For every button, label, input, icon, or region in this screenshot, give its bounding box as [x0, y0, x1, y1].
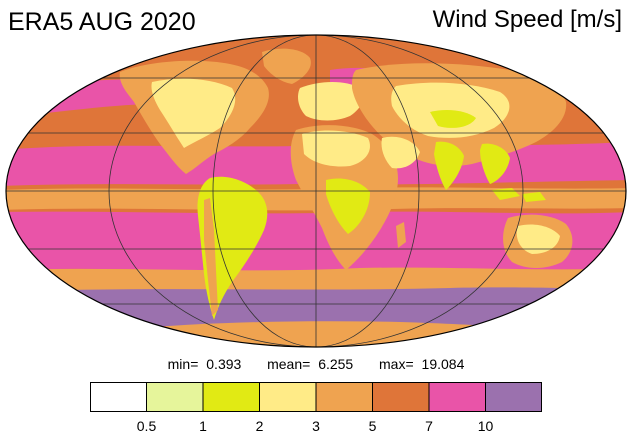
andes-strip — [204, 198, 218, 316]
colorbar-swatch — [202, 382, 260, 412]
arabia — [381, 136, 420, 169]
max-label: max= — [379, 356, 414, 372]
colorbar-swatch — [428, 382, 486, 412]
colorbar-tick-label: 3 — [312, 418, 320, 434]
map-title: ERA5 AUG 2020 — [8, 8, 196, 36]
colorbar-tick-label: 7 — [425, 418, 433, 434]
colorbar-swatch — [372, 382, 430, 412]
variable-title: Wind Speed [m/s] — [432, 6, 622, 33]
madagascar — [396, 222, 406, 248]
australia-interior — [516, 224, 560, 254]
colorbar-swatch — [146, 382, 204, 412]
europe — [298, 82, 364, 121]
colorbar-tick-label: 5 — [368, 418, 377, 434]
colorbar-frame — [90, 382, 542, 412]
colorbar-swatch — [485, 382, 542, 412]
min-label: min= — [167, 356, 199, 372]
colorbar-tick-label: 1 — [199, 418, 207, 434]
world-map — [5, 34, 627, 348]
min-value: 0.393 — [206, 356, 242, 372]
colorbar-swatch — [259, 382, 317, 412]
indonesia — [492, 188, 546, 202]
colorbar-tick-label: 0.5 — [136, 418, 157, 434]
sahara — [302, 130, 370, 167]
colorbar — [90, 382, 542, 412]
india — [434, 141, 464, 190]
colorbar-tick-label: 10 — [477, 418, 494, 434]
tibet-plateau — [430, 110, 476, 128]
mean-value: 6.255 — [318, 356, 354, 372]
colorbar-swatch — [315, 382, 373, 412]
statistics-line: min= 0.393 mean= 6.255 max= 19.084 — [0, 356, 632, 372]
graticule — [6, 35, 626, 347]
colorbar-swatch — [90, 382, 147, 412]
map-outline — [5, 34, 627, 348]
greenland — [262, 48, 311, 84]
north-america-interior — [151, 78, 236, 148]
mean-label: mean= — [267, 356, 311, 372]
central-africa — [326, 178, 370, 234]
southeast-asia — [480, 143, 510, 184]
max-value: 19.084 — [421, 356, 465, 372]
colorbar-tick-label: 2 — [255, 418, 264, 434]
